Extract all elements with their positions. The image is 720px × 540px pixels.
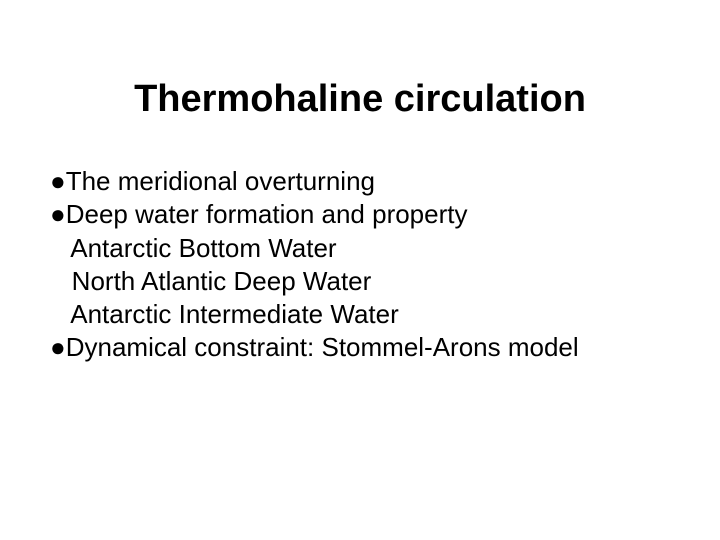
list-text: Dynamical constraint: Stommel-Arons mode… [66,332,579,362]
list-text: North Atlantic Deep Water [72,266,372,296]
list-item: ●The meridional overturning [50,165,670,198]
list-text: Deep water formation and property [66,199,468,229]
slide-title: Thermohaline circulation [0,78,720,121]
bullet-icon: ● [50,332,66,362]
list-item: ●Deep water formation and property [50,198,670,231]
list-text: The meridional overturning [66,166,375,196]
list-item: Antarctic Bottom Water [50,232,670,265]
slide: Thermohaline circulation ●The meridional… [0,0,720,540]
slide-body: ●The meridional overturning ●Deep water … [50,165,670,365]
list-text: Antarctic Intermediate Water [70,299,399,329]
list-item: ●Dynamical constraint: Stommel-Arons mod… [50,331,670,364]
list-item: North Atlantic Deep Water [50,265,670,298]
list-text: Antarctic Bottom Water [70,233,336,263]
bullet-icon: ● [50,166,66,196]
list-item: Antarctic Intermediate Water [50,298,670,331]
bullet-icon: ● [50,199,66,229]
